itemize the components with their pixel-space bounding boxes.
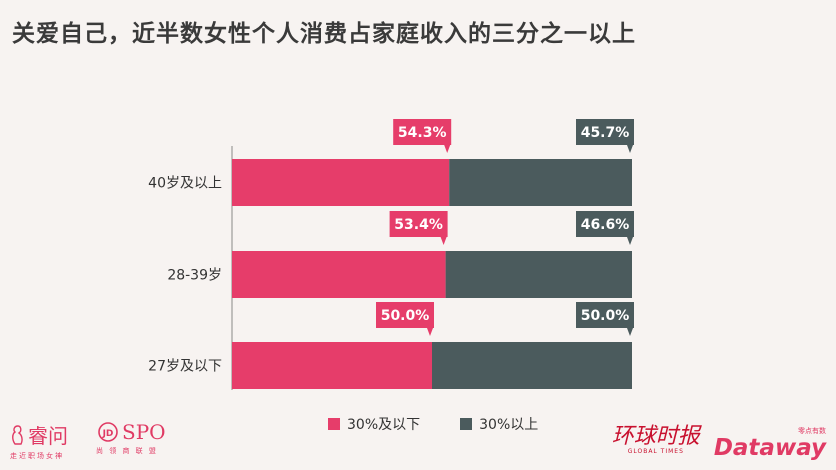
stacked-bar-chart: 40岁及以上 54.3% 45.7% 28-39岁 53.4% 46.6% 27岁及以下 50…	[148, 119, 634, 390]
logos-right: 环球时报 GLOBAL TIMES 零点有数 Dataway	[611, 424, 826, 461]
data-label-box	[393, 119, 452, 145]
logos-left: 睿问 走近职场女神 JD SPO 尚 领 商 联 盟	[10, 420, 166, 461]
logo-dataway-text: Dataway	[713, 435, 826, 461]
logo-spo-text: SPO	[122, 420, 166, 444]
legend-label-series-1: 30%及以下	[347, 417, 421, 433]
bar-segment	[232, 159, 450, 206]
data-label-box	[376, 302, 434, 328]
logo-dataway: 零点有数 Dataway	[714, 426, 826, 460]
data-label-pointer	[627, 237, 633, 245]
svg-text:JD: JD	[102, 429, 114, 439]
legend-label-series-2: 30%以上	[479, 417, 539, 433]
data-label-pointer	[444, 145, 451, 153]
data-label-pointer	[627, 145, 633, 153]
data-label-pointer	[440, 237, 447, 245]
spo-emblem-icon: JD	[98, 422, 118, 442]
data-label: 50.0%	[581, 308, 630, 324]
legend-swatch-series-2	[460, 418, 473, 430]
legend-swatch-series-1	[328, 418, 340, 430]
category-label: 40岁及以上	[148, 176, 222, 192]
bar-segment	[232, 342, 432, 389]
logo-spo-sub: 尚 领 商 联 盟	[96, 447, 158, 455]
data-label: 54.3%	[398, 125, 447, 141]
category-label: 28-39岁	[167, 268, 222, 284]
logo-global-times: 环球时报 GLOBAL TIMES	[611, 424, 700, 456]
figure-icon	[12, 424, 23, 445]
data-label-box	[576, 211, 634, 237]
data-label-pointer	[427, 328, 433, 336]
logo-ruiwen-sub: 走近职场女神	[10, 452, 64, 460]
bar-segment	[449, 159, 632, 206]
data-label: 46.6%	[581, 217, 630, 233]
data-label: 45.7%	[581, 125, 630, 141]
logo-ruiwen-text: 睿问	[28, 424, 68, 448]
legend-item-series-2: 30%以上	[460, 414, 538, 434]
data-label-box	[576, 119, 634, 145]
data-label-pointer	[627, 328, 633, 336]
legend-item-series-1: 30%及以下	[328, 414, 420, 434]
bar-segment	[445, 251, 632, 298]
logo-global-times-text: 环球时报	[611, 424, 700, 449]
bar-segment	[232, 251, 446, 298]
legend: 30%及以下 30%以上	[328, 414, 538, 434]
data-label: 53.4%	[394, 217, 443, 233]
logo-ruiwen: 睿问 走近职场女神	[10, 420, 68, 461]
category-label: 27岁及以下	[148, 359, 222, 375]
data-label-box	[576, 302, 634, 328]
chart-title: 关爱自己，近半数女性个人消费占家庭收入的三分之一以上	[12, 21, 636, 47]
bar-segment	[432, 342, 632, 389]
data-label: 50.0%	[381, 308, 430, 324]
logo-spo: JD SPO 尚 领 商 联 盟	[96, 420, 166, 456]
logo-dataway-sub: 零点有数	[798, 427, 826, 435]
logo-global-times-sub: GLOBAL TIMES	[627, 448, 684, 455]
data-label-box	[389, 211, 448, 237]
